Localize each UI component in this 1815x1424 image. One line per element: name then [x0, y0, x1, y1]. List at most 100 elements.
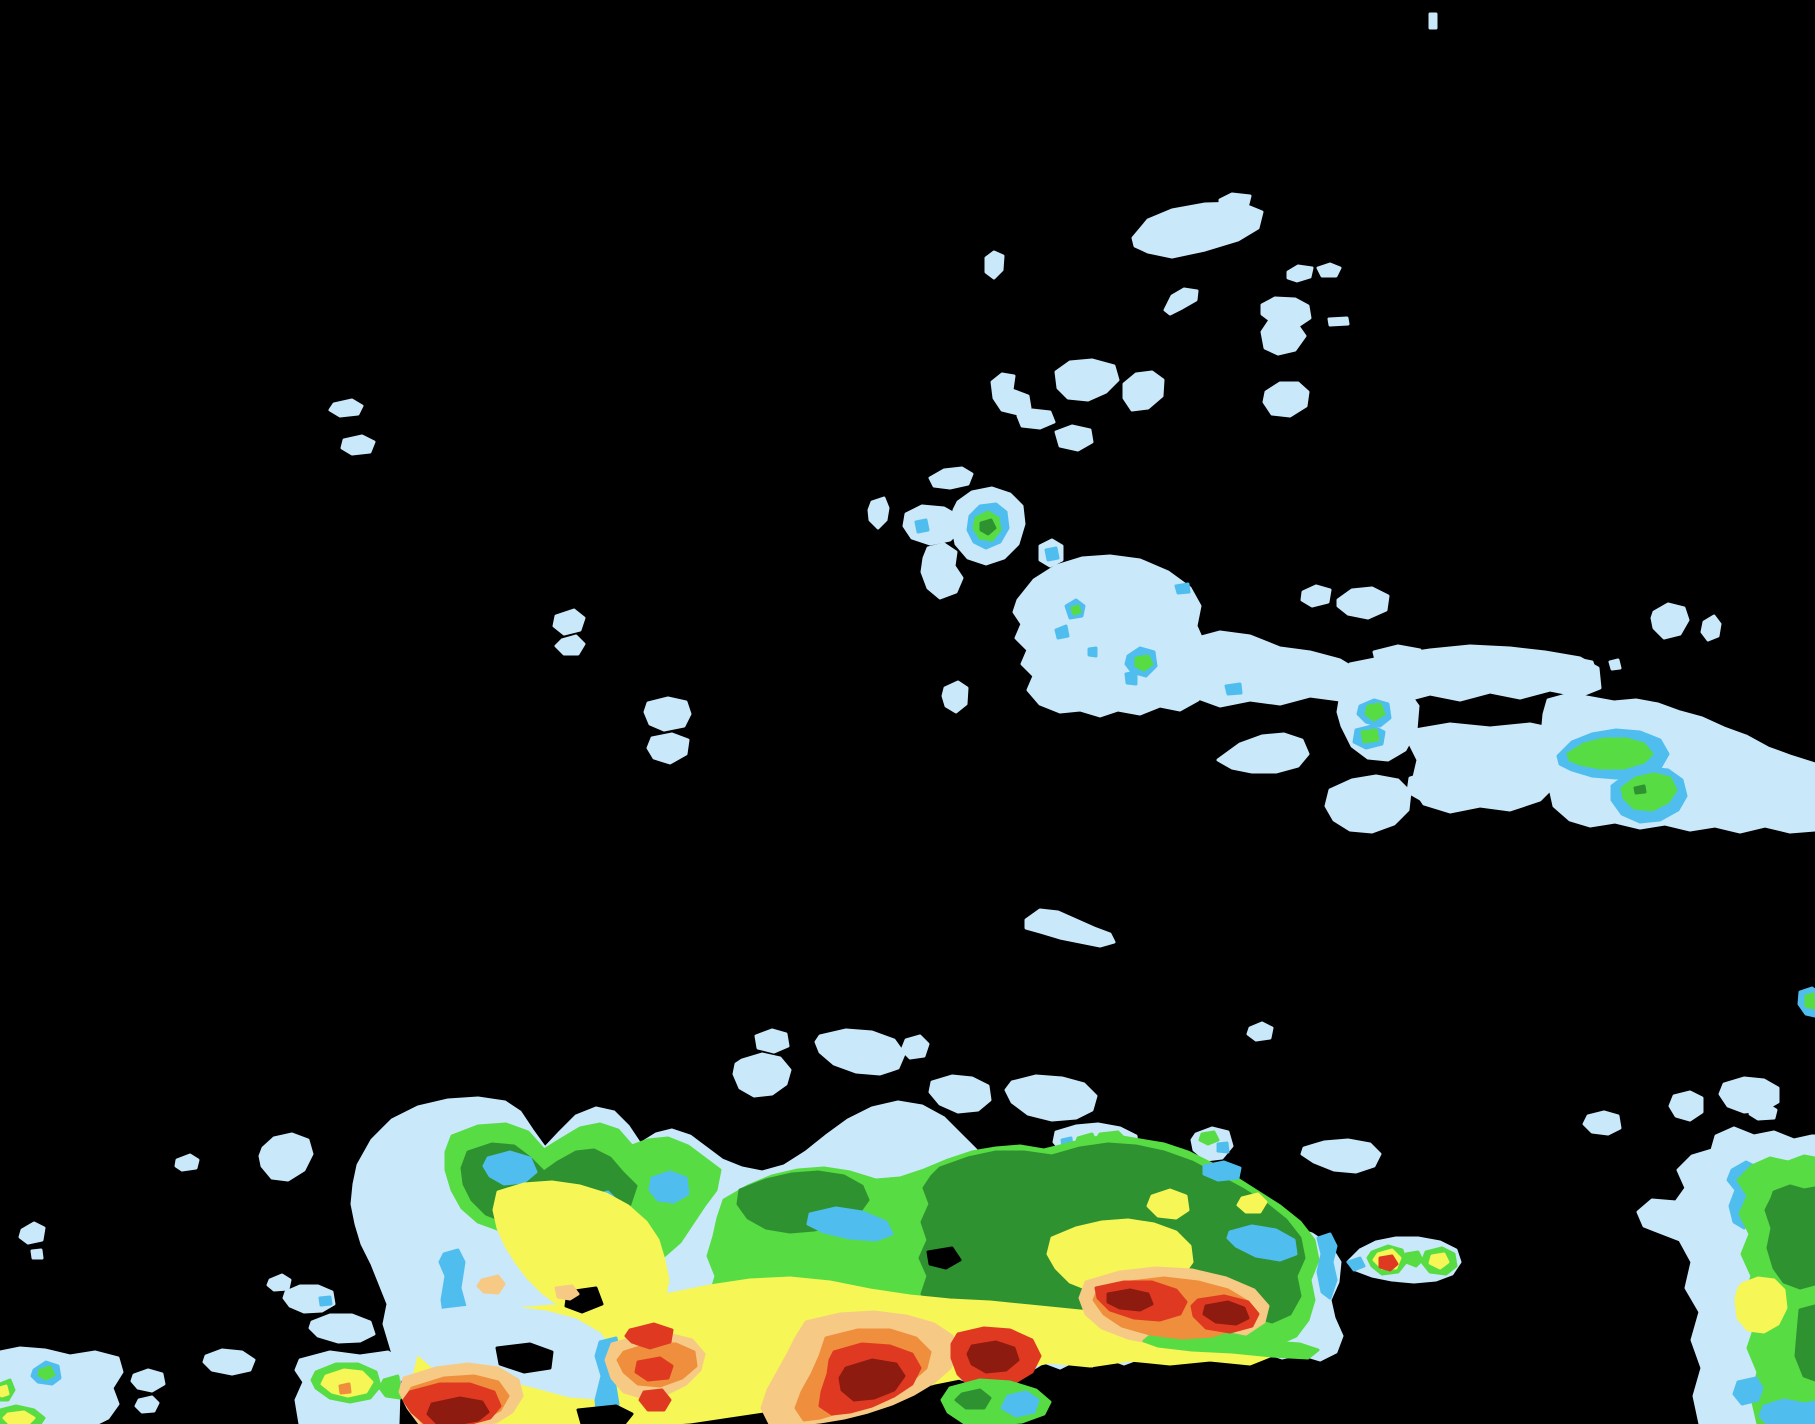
radar-echo-light_blue: [1700, 614, 1722, 642]
radar-echo-light_blue: [1012, 554, 1208, 718]
radar-echo-light_blue: [30, 1248, 44, 1260]
radar-echo-light_blue: [202, 1348, 256, 1376]
radar-echo-yellow: [1146, 1188, 1190, 1220]
radar-echo-cyan: [1202, 1160, 1242, 1182]
radar-echo-cyan: [1346, 1256, 1366, 1272]
radar-echo-light_blue: [1246, 1021, 1274, 1042]
radar-echo-green: [1804, 992, 1815, 1010]
radar-echo-light_blue: [1608, 658, 1622, 671]
radar-echo-cyan: [1044, 546, 1060, 562]
radar-echo-light_blue: [1650, 602, 1690, 640]
radar-echo-red: [624, 1322, 674, 1350]
radar-echo-background: [495, 1342, 554, 1374]
radar-echo-light_blue: [1286, 264, 1314, 283]
radar-echo-light_blue: [1300, 584, 1332, 608]
radar-echo-light_blue: [1218, 192, 1252, 208]
radar-echo-light_blue: [900, 1034, 930, 1060]
radar-echo-yellow: [1428, 1252, 1450, 1270]
radar-echo-light_blue: [0, 1346, 124, 1424]
radar-echo-cyan: [1316, 1232, 1338, 1300]
radar-echo-green: [378, 1374, 402, 1400]
radar-echo-tan: [476, 1274, 506, 1295]
radar-echo-tan: [554, 1284, 580, 1301]
radar-echo-light_blue: [552, 608, 586, 636]
radar-echo-red: [634, 1356, 674, 1382]
radar-echo-light_blue: [308, 1313, 376, 1344]
radar-echo-yellow: [1236, 1192, 1268, 1214]
radar-echo-green: [1360, 728, 1380, 744]
radar-echo-light_blue: [1054, 358, 1120, 402]
radar-echo-light_blue: [258, 1132, 314, 1182]
radar-echo-light_blue: [1260, 296, 1312, 356]
radar-echo-red: [1378, 1254, 1399, 1272]
radar-echo-red: [638, 1388, 672, 1412]
radar-echo-yellow: [2, 1410, 36, 1424]
radar-echo-light_blue: [1188, 630, 1362, 708]
radar-echo-dark_green: [1633, 784, 1647, 795]
radar-echo-light_blue: [1408, 722, 1562, 814]
radar-echo-light_blue: [754, 1028, 790, 1054]
radar-echo-dark_green: [979, 518, 997, 536]
radar-echo-dark_red: [966, 1340, 1020, 1374]
radar-echo-light_blue: [328, 398, 364, 418]
radar-echo-light_blue: [928, 1074, 992, 1114]
radar-echo-dark_green: [954, 1388, 992, 1410]
radar-echo-light_blue: [1122, 370, 1165, 412]
radar-echo-light_blue: [984, 250, 1005, 280]
radar-echo-dark_green: [1794, 1304, 1815, 1382]
radar-echo-cyan: [648, 1170, 690, 1204]
radar-echo-light_blue: [554, 634, 586, 656]
radar-echo-light_blue: [1300, 1138, 1382, 1174]
radar-echo-light_blue: [266, 1273, 292, 1292]
radar-echo-light_blue: [1336, 586, 1390, 620]
radar-echo-green: [1364, 702, 1386, 722]
radar-echo-green: [1198, 1130, 1220, 1146]
radar-echo-cyan: [1000, 1390, 1040, 1418]
radar-echo-cyan: [482, 1150, 538, 1186]
radar-echo-light_blue: [643, 696, 692, 732]
radar-echo-dark_red: [838, 1358, 906, 1402]
radar-echo-cyan: [1087, 646, 1098, 658]
radar-echo-dark_green: [1764, 1184, 1815, 1290]
radar-echo-orange: [338, 1382, 352, 1395]
radar-echo-background: [926, 1246, 962, 1270]
radar-echo-green: [1404, 1250, 1424, 1268]
radar-echo-green: [37, 1365, 56, 1381]
radar-echo-light_blue: [134, 1395, 160, 1414]
radar-echo-light_blue: [990, 372, 1032, 416]
radar-echo-light_blue: [174, 1153, 200, 1172]
radar-echo-light_blue: [1216, 732, 1310, 774]
radar-echo-light_blue: [1546, 656, 1598, 690]
radar-echo-light_blue: [928, 466, 974, 490]
radar-echo-light_blue: [1582, 1110, 1622, 1136]
radar-echo-background: [576, 1404, 634, 1424]
radar-echo-light_blue: [1024, 908, 1116, 948]
radar-echo-dark_red: [426, 1396, 490, 1424]
radar-echo-cyan: [914, 518, 930, 534]
radar-echo-green: [1566, 737, 1654, 770]
radar-echo-light_blue: [1372, 644, 1422, 664]
radar-echo-cyan: [318, 1295, 333, 1307]
radar-echo-light_blue: [1327, 316, 1350, 327]
radar-echo-light_blue: [732, 1052, 792, 1098]
radar-echo-light_blue: [941, 680, 969, 714]
radar-echo-dark_red: [1202, 1300, 1250, 1326]
radar-echo-light_blue: [1131, 201, 1264, 259]
radar-echo-cyan: [1226, 1224, 1298, 1262]
radar-echo-light_blue: [867, 496, 890, 530]
radar-echo-dark_red: [1106, 1288, 1154, 1312]
radar-echo-light_blue: [1054, 424, 1094, 452]
radar-echo-cyan: [1054, 624, 1070, 640]
radar-echo-light_blue: [1016, 408, 1056, 430]
radar-echo-yellow: [0, 1384, 10, 1398]
radar-echo-light_blue: [1316, 262, 1342, 278]
radar-echo-light_blue: [1324, 774, 1412, 834]
radar-echo-light_blue: [130, 1368, 166, 1393]
radar-echo-yellow: [1734, 1276, 1788, 1334]
radar-echo-background: [1224, 580, 1298, 624]
radar-echo-green: [1070, 604, 1082, 616]
radar-echo-light_blue: [1163, 287, 1199, 316]
radar-echo-cyan: [1216, 1141, 1230, 1154]
radar-echo-light_blue: [814, 1028, 906, 1076]
